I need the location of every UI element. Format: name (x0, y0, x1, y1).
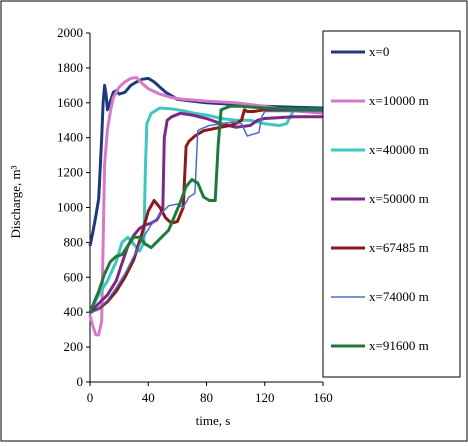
y-tick-label: 1000 (57, 200, 83, 215)
x-tick-label: 40 (142, 390, 155, 405)
legend-box (322, 30, 461, 378)
y-tick-label: 600 (64, 269, 84, 284)
series-line-4 (88, 111, 323, 314)
x-tick-label: 160 (313, 390, 333, 405)
y-tick-label: 1800 (57, 60, 83, 75)
legend-label-7: x=91600 m (369, 338, 429, 353)
legend-label-6: x=74000 m (369, 289, 429, 304)
x-tick-label: 0 (87, 390, 94, 405)
series-line-3 (88, 106, 323, 313)
x-axis-label: time, s (196, 413, 231, 428)
legend-label-3: x=40000 m (369, 142, 429, 157)
legend-label-1: x=0 (369, 44, 389, 59)
y-tick-label: 400 (64, 304, 84, 319)
y-tick-label: 0 (77, 374, 84, 389)
y-tick-label: 1400 (57, 130, 83, 145)
x-tick-label: 80 (200, 390, 213, 405)
y-tick-label: 1600 (57, 95, 83, 110)
legend-label-4: x=50000 m (369, 191, 429, 206)
legend-label-5: x=67485 m (369, 240, 429, 255)
x-tick-label: 120 (255, 390, 275, 405)
y-tick-label: 800 (64, 234, 84, 249)
series-line-6 (89, 110, 323, 315)
y-tick-label: 1200 (57, 165, 83, 180)
y-tick-label: 2000 (57, 25, 83, 40)
legend-label-2: x=10000 m (369, 93, 429, 108)
series-line-2 (88, 76, 324, 337)
plot-area: 0 200 400 600 800 1000 1200 1400 1600 1800 2000 0 40… (57, 25, 333, 405)
series-line-7 (88, 104, 323, 313)
series-line-5 (89, 108, 323, 314)
legend: x=0 x=10000 m x=40000 m x=50000 m x=67485 m x… (331, 44, 429, 353)
y-tick-label: 200 (64, 339, 84, 354)
y-axis-label: Discharge, m³ (8, 165, 23, 238)
